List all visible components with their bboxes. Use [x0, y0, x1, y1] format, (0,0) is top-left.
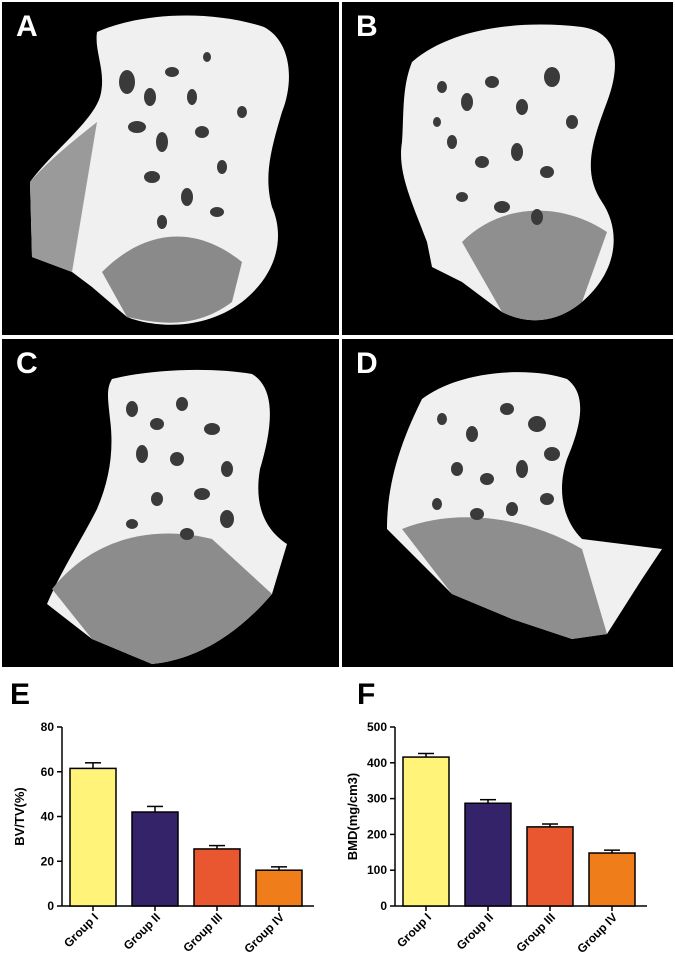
x-tick-label: Group III: [180, 910, 225, 955]
panel-letter-c: C: [16, 347, 38, 380]
x-tick-label: Group IV: [574, 910, 620, 956]
chart-letter-e: E: [10, 678, 31, 711]
microct-panel-d: D: [342, 339, 673, 667]
x-tick-label: Group II: [454, 910, 496, 952]
y-tick-label: 100: [367, 863, 387, 877]
y-tick-label: 200: [367, 827, 387, 841]
y-axis-label: BMD(mg/cm3): [345, 773, 360, 860]
y-tick-label: 500: [367, 720, 387, 734]
bar: [69, 767, 117, 907]
x-tick-label: Group III: [513, 910, 558, 955]
bar: [402, 756, 450, 907]
bar: [464, 802, 512, 907]
y-tick-label: 400: [367, 756, 387, 770]
y-tick-label: 20: [41, 854, 55, 868]
bone-render-b: [401, 24, 615, 321]
microct-panel-b: B: [342, 2, 673, 335]
bone-render-d: [387, 372, 662, 639]
bar: [588, 852, 636, 907]
y-tick-label: 60: [41, 765, 55, 779]
y-tick-label: 0: [380, 899, 387, 913]
bar: [131, 811, 179, 907]
x-tick-label: Group I: [394, 910, 434, 950]
bar-chart-e: 0 20 40 60 80 BV/TV(%) Group I Group II Group II…: [12, 720, 314, 956]
bar: [526, 826, 574, 907]
bone-render-c: [47, 369, 287, 664]
panel-letter-a: A: [16, 10, 38, 43]
y-tick-label: 80: [41, 720, 55, 734]
microct-panel-a: A: [2, 2, 339, 335]
panel-letter-d: D: [356, 347, 378, 380]
x-tick-label: Group I: [61, 910, 101, 950]
bar: [193, 848, 241, 907]
bone-render-a: [30, 15, 289, 325]
chart-letter-f: F: [357, 678, 376, 711]
panel-letter-b: B: [356, 10, 378, 43]
x-tick-label: Group IV: [241, 910, 287, 956]
y-axis-label: BV/TV(%): [12, 787, 27, 846]
y-tick-label: 300: [367, 792, 387, 806]
microct-panel-c: C: [2, 339, 339, 667]
bar: [255, 869, 303, 907]
bar-chart-f: 0 100 200 300 400 500 BMD(mg/cm3) Group I Group …: [345, 720, 647, 956]
y-tick-label: 40: [41, 810, 55, 824]
y-tick-label: 0: [47, 899, 54, 913]
x-tick-label: Group II: [121, 910, 163, 952]
